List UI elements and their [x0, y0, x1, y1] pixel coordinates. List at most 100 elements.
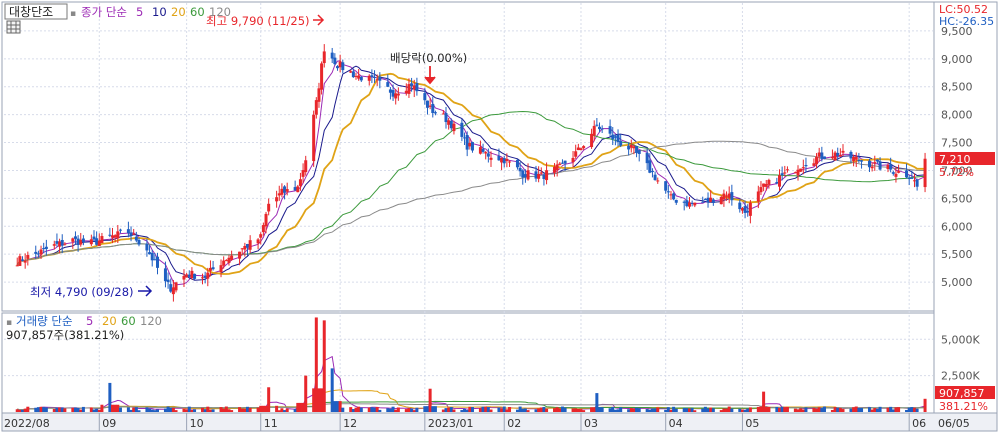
- candle-body: [537, 173, 541, 179]
- candle-body: [600, 128, 604, 130]
- candle-body: [412, 85, 416, 90]
- volume-bar: [820, 408, 824, 412]
- candle-body: [407, 84, 411, 94]
- volume-bar: [521, 408, 525, 412]
- candle-body: [836, 152, 840, 157]
- candle-body: [243, 245, 247, 250]
- volume-bar: [391, 406, 395, 412]
- candle-body: [330, 52, 334, 59]
- vol-ma5-legend: 5: [86, 314, 93, 328]
- candle-body: [613, 136, 617, 138]
- candle-body: [905, 170, 909, 178]
- volume-bar: [833, 407, 837, 412]
- volume-bar: [838, 407, 842, 412]
- volume-bar: [815, 408, 819, 412]
- candle-body: [685, 200, 689, 207]
- date-tick-label: 06: [912, 417, 926, 430]
- volume-bar: [129, 409, 133, 412]
- volume-bar: [52, 409, 56, 412]
- volume-bar: [653, 408, 657, 412]
- volume-bar: [153, 410, 157, 412]
- volume-bar: [245, 406, 249, 412]
- candle-body: [894, 173, 898, 177]
- volume-bar: [410, 408, 414, 412]
- volume-bar: [711, 408, 715, 412]
- candle-body: [867, 160, 871, 168]
- candle-body: [222, 260, 226, 266]
- price-tick-label: 5,000: [941, 276, 973, 289]
- volume-bar: [145, 407, 149, 412]
- candle-body: [185, 274, 189, 278]
- high-annotation: 최고 9,790 (11/25): [206, 14, 310, 28]
- candle-body: [637, 150, 641, 154]
- volume-bar: [725, 408, 729, 412]
- volume-bar: [616, 409, 620, 412]
- candle-body: [481, 148, 485, 152]
- volume-bar: [378, 409, 382, 412]
- ma20-legend: 20: [171, 5, 186, 19]
- candle-body: [349, 71, 353, 73]
- candle-body: [248, 240, 252, 250]
- candle-body: [42, 248, 46, 250]
- price-tick-label: 5,500: [941, 248, 973, 261]
- volume-bar: [915, 408, 919, 412]
- candle-body: [912, 180, 916, 182]
- candle-body: [674, 199, 678, 203]
- volume-bar: [423, 406, 427, 412]
- grid-toggle-icon[interactable]: [6, 20, 21, 34]
- candle-body: [740, 208, 744, 211]
- volume-bar: [857, 407, 861, 412]
- volume-bar: [656, 407, 660, 412]
- candle-body: [629, 144, 633, 148]
- ma10-line: [16, 65, 926, 281]
- volume-bar: [415, 407, 419, 412]
- volume-bar: [240, 408, 244, 412]
- volume-bar: [894, 407, 898, 412]
- candle-body: [878, 161, 882, 170]
- stock-name-box[interactable]: [4, 3, 68, 20]
- volume-tick-label: 5,000K: [941, 333, 980, 346]
- candle-body: [386, 82, 390, 87]
- candle-body: [245, 243, 249, 248]
- volume-bar: [137, 410, 141, 412]
- volume-bar: [867, 407, 871, 412]
- volume-bar: [645, 409, 649, 412]
- volume-bar: [682, 408, 686, 412]
- volume-bar: [394, 409, 398, 412]
- candle-body: [81, 238, 85, 243]
- volume-bar: [629, 408, 633, 412]
- volume-bar: [719, 410, 723, 412]
- volume-bar: [388, 408, 392, 412]
- volume-bar: [148, 408, 152, 412]
- volume-bar: [259, 405, 263, 412]
- candle-body: [296, 186, 300, 193]
- volume-bar: [79, 409, 83, 412]
- candle-body: [746, 210, 750, 213]
- candle-body: [15, 265, 19, 267]
- candle-body: [275, 197, 279, 202]
- volume-bar: [298, 402, 302, 412]
- last-volume: 907,857: [939, 387, 985, 400]
- volume-bar: [878, 406, 882, 412]
- volume-bar: [296, 402, 300, 412]
- candle-body: [449, 120, 453, 129]
- candle-body: [558, 163, 562, 165]
- candle-body: [534, 171, 538, 179]
- volume-bar: [428, 388, 432, 412]
- volume-bar: [669, 409, 673, 412]
- candle-body: [425, 100, 429, 108]
- volume-bar: [367, 407, 371, 412]
- volume-bar: [571, 408, 575, 412]
- volume-bar: [576, 408, 580, 412]
- candle-body: [396, 93, 400, 96]
- candle-body: [611, 134, 615, 140]
- candle-body: [497, 155, 501, 161]
- volume-bar: [907, 407, 911, 412]
- candle-body: [822, 156, 826, 159]
- volume-bar: [351, 409, 355, 412]
- volume-bar: [21, 409, 25, 412]
- candle-body: [635, 146, 639, 153]
- candle-body: [502, 158, 506, 164]
- volume-bar: [301, 402, 305, 412]
- volume-bar: [674, 408, 678, 412]
